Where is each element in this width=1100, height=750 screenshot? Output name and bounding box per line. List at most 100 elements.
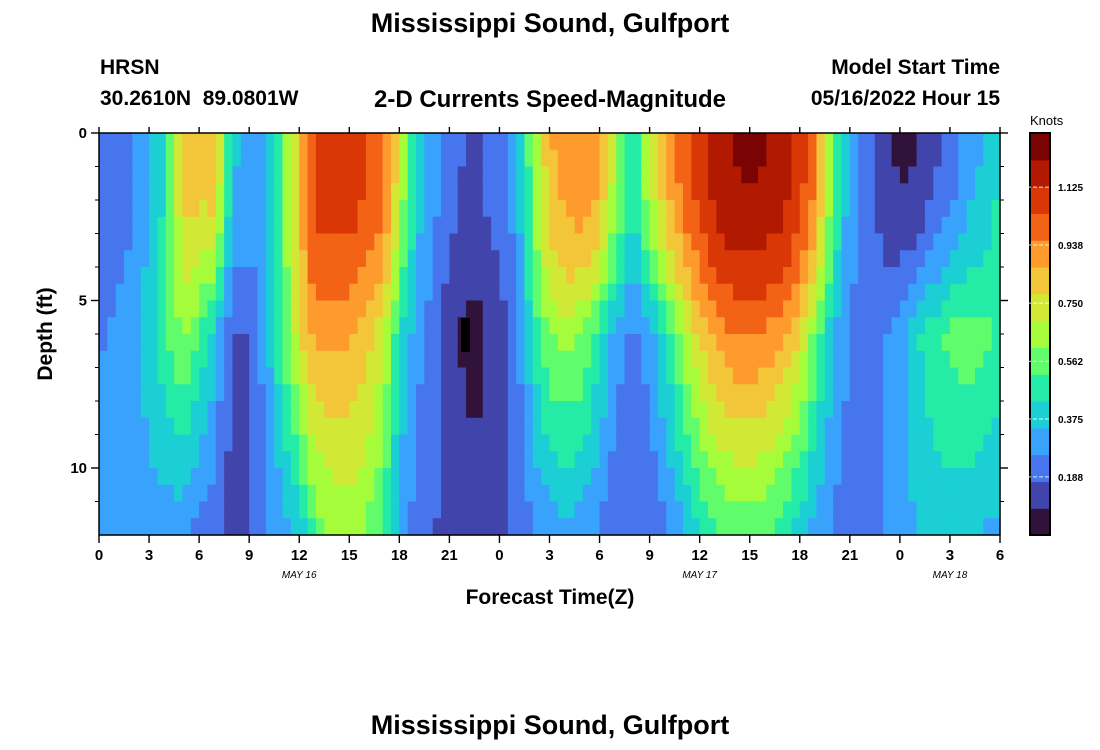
heatmap-cell: [708, 149, 717, 168]
heatmap-cell: [849, 384, 859, 402]
heatmap-cell: [649, 166, 659, 184]
heatmap-cell: [557, 384, 567, 402]
heatmap-cell: [833, 484, 843, 503]
heatmap-cell: [124, 501, 133, 519]
heatmap-cell: [991, 267, 1001, 285]
heatmap-cell: [466, 367, 476, 385]
heatmap-cell: [190, 149, 200, 168]
heatmap-cell: [733, 451, 742, 469]
heatmap-cell: [457, 350, 467, 369]
heatmap-cell: [382, 417, 392, 436]
heatmap-cell: [933, 200, 943, 218]
heatmap-cell: [941, 216, 951, 235]
heatmap-cell: [224, 501, 234, 519]
heatmap-cell: [883, 468, 893, 486]
heatmap-cell: [933, 350, 943, 369]
heatmap-cell: [566, 367, 576, 385]
heatmap-cell: [724, 300, 734, 318]
heatmap-cell: [599, 334, 609, 352]
heatmap-cell: [357, 401, 367, 419]
heatmap-cell: [808, 518, 818, 536]
heatmap-cell: [374, 166, 384, 184]
heatmap-cell: [749, 350, 759, 369]
heatmap-cell: [432, 384, 442, 402]
heatmap-cell: [991, 250, 1001, 268]
heatmap-cell: [841, 434, 851, 452]
colorbar-segment: [1030, 320, 1050, 348]
heatmap-cell: [482, 300, 492, 318]
heatmap-cell: [791, 149, 801, 168]
heatmap-cell: [416, 133, 425, 151]
heatmap-cell: [657, 283, 667, 302]
heatmap-cell: [190, 484, 200, 503]
heatmap-cell: [924, 267, 934, 285]
heatmap-cell: [232, 233, 242, 251]
heatmap-cell: [282, 384, 292, 402]
heatmap-cell: [441, 484, 450, 503]
heatmap-cell: [115, 350, 125, 369]
heatmap-cell: [307, 334, 317, 352]
heatmap-cell: [641, 468, 651, 486]
heatmap-cell: [165, 133, 175, 151]
heatmap-cell: [132, 367, 142, 385]
heatmap-cell: [833, 133, 843, 151]
heatmap-cell: [699, 200, 709, 218]
heatmap-cell: [991, 384, 1001, 402]
heatmap-cell: [899, 518, 909, 536]
heatmap-cell: [491, 166, 501, 184]
heatmap-cell: [716, 133, 726, 151]
heatmap-cell: [949, 434, 959, 452]
heatmap-cell: [749, 417, 759, 436]
heatmap-cell: [749, 518, 759, 536]
heatmap-cell: [282, 417, 292, 436]
heatmap-cell: [591, 384, 601, 402]
heatmap-cell: [666, 484, 676, 503]
heatmap-cell: [833, 166, 843, 184]
heatmap-cell: [949, 200, 959, 218]
heatmap-cell: [107, 300, 117, 318]
heatmap-cell: [766, 133, 776, 151]
heatmap-cell: [149, 250, 158, 268]
heatmap-cell: [340, 183, 350, 201]
heatmap-cell: [182, 149, 192, 168]
heatmap-cell: [149, 183, 158, 201]
heatmap-cell: [749, 183, 759, 201]
heatmap-cell: [215, 501, 225, 519]
heatmap-cell: [924, 317, 934, 335]
heatmap-cell: [724, 501, 734, 519]
heatmap-cell: [249, 183, 259, 201]
heatmap-cell: [382, 283, 392, 302]
heatmap-cell: [332, 384, 342, 402]
heatmap-cell: [941, 518, 951, 536]
heatmap-cell: [808, 233, 818, 251]
heatmap-cell: [199, 300, 209, 318]
heatmap-cell: [541, 317, 551, 335]
heatmap-cell: [507, 233, 517, 251]
heatmap-cell: [174, 484, 184, 503]
x-axis-label: Forecast Time(Z): [465, 586, 635, 609]
heatmap-cell: [908, 451, 918, 469]
heatmap-cell: [924, 233, 934, 251]
heatmap-cell: [666, 451, 676, 469]
heatmap-cell: [883, 216, 893, 235]
heatmap-cell: [991, 200, 1001, 218]
heatmap-cell: [591, 484, 601, 503]
heatmap-cell: [674, 484, 684, 503]
heatmap-cell: [749, 401, 759, 419]
heatmap-cell: [249, 350, 259, 369]
heatmap-cell: [157, 166, 167, 184]
heatmap-cell: [774, 434, 784, 452]
heatmap-cell: [132, 166, 142, 184]
heatmap-cell: [99, 216, 108, 235]
heatmap-cell: [432, 200, 442, 218]
heatmap-cell: [891, 350, 901, 369]
heatmap-cell: [315, 166, 325, 184]
heatmap-cell: [974, 451, 984, 469]
heatmap-cell: [674, 283, 684, 302]
heatmap-cell: [949, 149, 959, 168]
x-tick-label: 6: [996, 547, 1004, 564]
heatmap-cell: [666, 468, 676, 486]
heatmap-cell: [315, 350, 325, 369]
heatmap-cell: [699, 250, 709, 268]
heatmap-cell: [908, 133, 918, 151]
